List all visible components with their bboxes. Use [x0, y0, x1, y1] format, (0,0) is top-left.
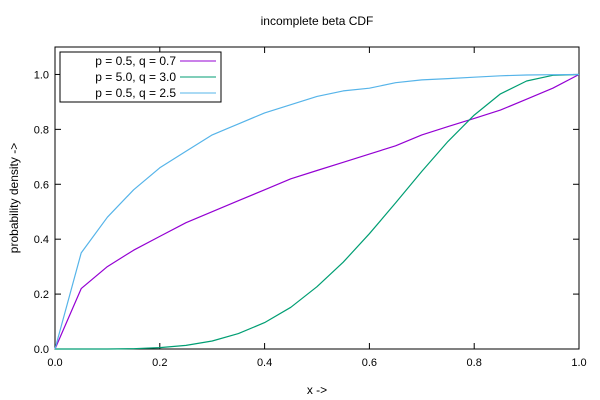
y-axis-label: probability density ->: [7, 143, 21, 253]
y-tick-label: 1.0: [34, 69, 49, 81]
series-line-1: [54, 73, 580, 350]
legend-label-2: p = 5.0, q = 3.0: [95, 70, 176, 84]
legend-label-1: p = 0.5, q = 0.7: [95, 54, 176, 68]
x-tick-label: 0.8: [467, 357, 482, 369]
x-tick-label: 0.6: [362, 357, 377, 369]
legend-label-3: p = 0.5, q = 2.5: [95, 86, 176, 100]
y-tick-label: 0.0: [34, 344, 49, 356]
series-line-2: [55, 73, 580, 350]
x-tick-label: 0.2: [152, 357, 167, 369]
x-axis-label: x ->: [307, 383, 327, 397]
series-lines: [54, 73, 580, 350]
plot-frame: [54, 46, 580, 350]
y-tick-label: 0.4: [34, 234, 49, 246]
series-line-3: [54, 73, 580, 350]
y-tick-label: 0.6: [34, 179, 49, 191]
chart-title: incomplete beta CDF: [261, 14, 374, 28]
legend: p = 0.5, q = 0.7 p = 5.0, q = 3.0 p = 0.…: [59, 51, 222, 103]
y-tick-label: 0.2: [34, 289, 49, 301]
x-tick-label: 0.0: [47, 357, 62, 369]
axis-ticks: 0.0 0.2 0.4 0.6 0.8 1.0 0.0 0.2 0.4 0.6 0.8 1.0: [34, 47, 587, 369]
x-tick-label: 1.0: [571, 357, 586, 369]
y-tick-label: 0.8: [34, 124, 49, 136]
x-tick-label: 0.4: [257, 357, 272, 369]
